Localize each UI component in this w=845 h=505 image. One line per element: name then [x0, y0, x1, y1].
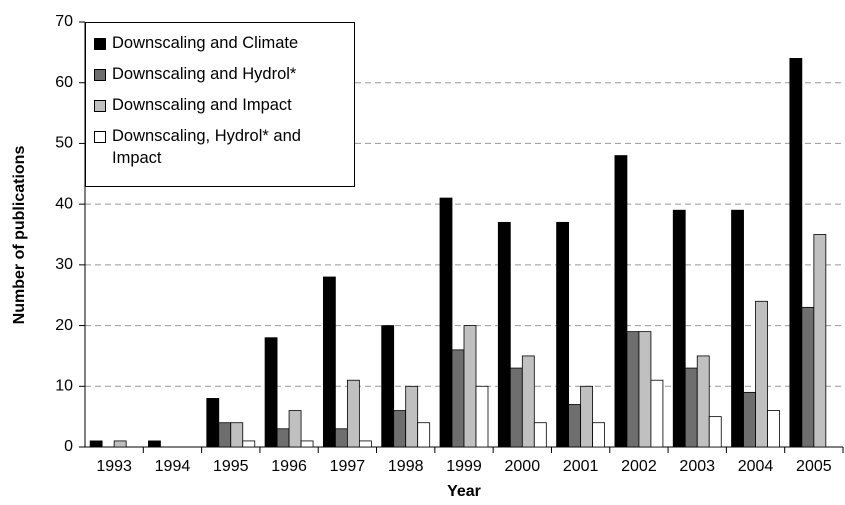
- legend-label: Downscaling and Climate: [112, 34, 299, 52]
- bar: [218, 422, 232, 448]
- legend-swatch: [94, 100, 106, 112]
- x-tick-label: 2004: [738, 458, 774, 475]
- bar: [475, 385, 489, 448]
- bar: [113, 440, 127, 448]
- legend-label: Downscaling and Impact: [112, 96, 292, 114]
- bar: [650, 379, 664, 448]
- bar: [439, 197, 453, 448]
- legend-item: Downscaling, Hydrol* and Impact: [94, 125, 346, 169]
- x-tick-label: 2001: [563, 458, 599, 475]
- y-axis-label: Number of publications: [11, 146, 28, 325]
- y-tick-label: 0: [64, 438, 73, 455]
- legend-swatch: [94, 38, 106, 50]
- legend-item: Downscaling and Hydrol*: [94, 63, 346, 85]
- bar: [334, 428, 348, 448]
- bar: [346, 379, 360, 448]
- x-tick-label: 1997: [330, 458, 366, 475]
- x-axis-label: Year: [447, 483, 481, 500]
- legend-swatch: [94, 69, 106, 81]
- bar: [358, 440, 372, 448]
- x-tick-label: 1998: [388, 458, 424, 475]
- y-tick-label: 20: [55, 317, 73, 334]
- legend: Downscaling and Climate Downscaling and H…: [85, 22, 355, 187]
- bar: [393, 410, 407, 448]
- y-tick-label: 50: [55, 135, 73, 152]
- bar: [242, 440, 256, 448]
- bar: [813, 234, 827, 448]
- bar: [568, 404, 582, 448]
- bar: [684, 367, 698, 448]
- bar: [801, 306, 815, 448]
- bar: [708, 416, 722, 448]
- x-tick-label: 1994: [155, 458, 191, 475]
- x-tick-label: 2002: [621, 458, 657, 475]
- bar: [580, 385, 594, 448]
- bar: [497, 221, 511, 448]
- bar: [276, 428, 290, 448]
- y-tick-label: 60: [55, 74, 73, 91]
- x-tick-label: 2003: [679, 458, 715, 475]
- bar: [731, 209, 744, 448]
- bar: [381, 325, 395, 448]
- bar: [626, 331, 640, 448]
- y-tick-label: 40: [55, 195, 73, 212]
- legend-item: Downscaling and Climate: [94, 32, 346, 54]
- bar: [451, 349, 465, 448]
- x-tick-label: 1999: [446, 458, 482, 475]
- bar: [206, 398, 220, 448]
- bar: [288, 410, 302, 448]
- y-tick-label: 10: [55, 378, 73, 395]
- bar: [789, 58, 803, 448]
- bar: [755, 300, 768, 448]
- bar: [417, 422, 431, 448]
- legend-label: Downscaling, Hydrol* and Impact: [112, 127, 301, 167]
- x-tick-label: 1996: [271, 458, 307, 475]
- bar: [230, 422, 244, 448]
- bar: [521, 355, 535, 448]
- bar: [614, 155, 628, 448]
- bar: [300, 440, 314, 448]
- bar: [767, 410, 780, 448]
- x-tick-label: 1993: [96, 458, 132, 475]
- x-tick-label: 1995: [213, 458, 249, 475]
- bar: [556, 221, 570, 448]
- x-tick-label: 2005: [796, 458, 832, 475]
- bar: [533, 422, 547, 448]
- legend-swatch: [94, 131, 106, 143]
- bar: [405, 385, 419, 448]
- y-tick-label: 70: [55, 13, 73, 30]
- bar: [696, 355, 710, 448]
- bar: [743, 391, 756, 448]
- bar: [264, 337, 278, 448]
- x-tick-label: 2000: [505, 458, 541, 475]
- bar: [322, 276, 336, 448]
- bar: [463, 325, 477, 448]
- bar: [592, 422, 606, 448]
- bar: [509, 367, 523, 448]
- bar: [672, 209, 686, 448]
- bar: [148, 440, 161, 448]
- y-tick-label: 30: [55, 256, 73, 273]
- bar: [89, 440, 103, 448]
- legend-item: Downscaling and Impact: [94, 94, 346, 116]
- bar: [638, 331, 652, 448]
- legend-label: Downscaling and Hydrol*: [112, 65, 297, 83]
